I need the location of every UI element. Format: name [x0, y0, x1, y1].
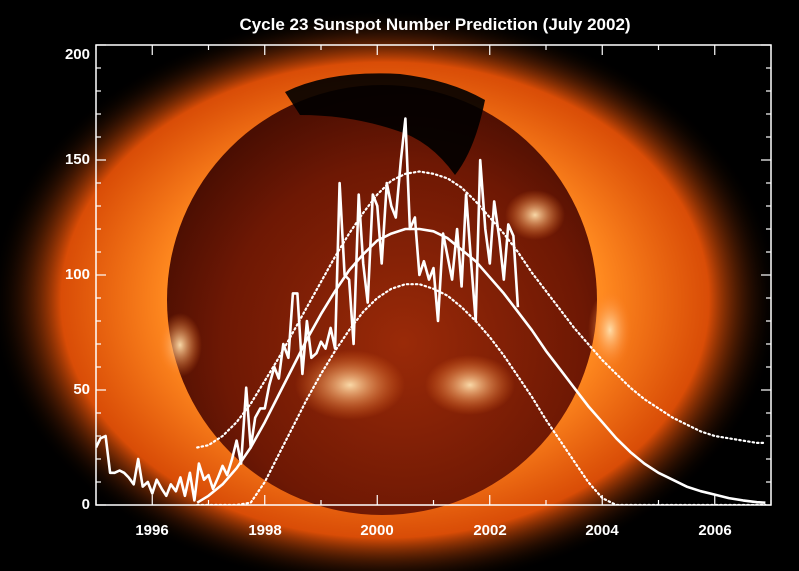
x-tick-label: 2004 — [585, 522, 619, 539]
x-tick-label: 2002 — [473, 522, 506, 539]
series-line-1 — [96, 117, 520, 502]
series-line-3 — [196, 170, 767, 449]
axis-ticks — [95, 44, 772, 506]
series-line-4 — [196, 283, 767, 505]
series-layer — [96, 117, 767, 505]
y-tick-label: 50 — [73, 381, 90, 398]
series-line-2 — [196, 227, 766, 504]
x-tick-label: 2000 — [360, 522, 393, 539]
chart-title: Cycle 23 Sunspot Number Prediction (July… — [239, 15, 630, 34]
y-tick-label: 200 — [65, 46, 90, 63]
x-tick-label: 2006 — [698, 522, 731, 539]
y-tick-label: 0 — [82, 496, 90, 513]
y-tick-label: 100 — [65, 266, 90, 283]
x-tick-label: 1998 — [248, 522, 281, 539]
y-tick-label: 150 — [65, 151, 90, 168]
x-tick-label: 1996 — [135, 522, 168, 539]
